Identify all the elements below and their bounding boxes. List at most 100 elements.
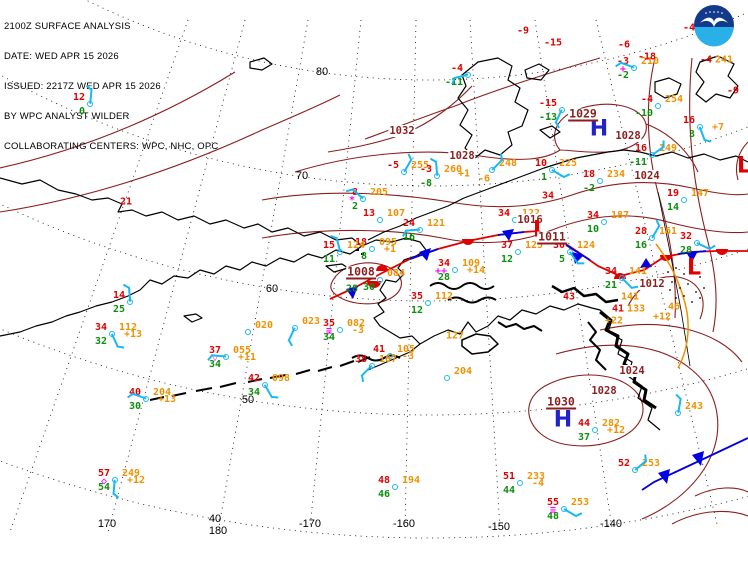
station-circle-icon <box>592 427 598 433</box>
isobar-label: 1024 <box>618 365 646 377</box>
station-dewpoint: 11 <box>322 254 335 265</box>
station-dewpoint: 12 <box>500 254 513 265</box>
station-pressure: 204 <box>454 366 473 377</box>
station-pressure: 194 <box>402 475 421 486</box>
pressure-center-value: 1008 <box>346 264 376 280</box>
station-circle-icon <box>452 267 458 273</box>
station-dewpoint: 14 <box>666 202 679 213</box>
noaa-logo-icon <box>694 5 734 47</box>
station-pressure: 095 <box>379 237 398 248</box>
graticule-label: 70 <box>295 170 309 182</box>
station-pressure-tendency: +7 <box>712 122 725 133</box>
station-temperature: 24 <box>402 218 415 229</box>
station-temperature: 34 <box>604 266 617 277</box>
station-circle-icon <box>245 329 251 335</box>
station-temperature: 37 <box>208 345 221 356</box>
station-circle-icon <box>517 480 523 486</box>
wind-barb-icon <box>434 160 438 176</box>
station-dewpoint: 21 <box>604 280 617 291</box>
wind-barb-icon <box>699 126 706 142</box>
station-pressure: 255 <box>411 160 430 171</box>
station-pressure: 121 <box>427 218 446 229</box>
station-pressure: 187 <box>611 210 630 221</box>
station-circle-icon <box>377 277 383 283</box>
station-pressure: 204 <box>153 387 172 398</box>
isobar-label: 1012 <box>638 278 666 290</box>
station-dewpoint: 32 <box>94 336 107 347</box>
station-circle-icon <box>597 178 603 184</box>
station-pressure: 124 <box>347 240 366 251</box>
station-temperature: 12 <box>72 92 85 103</box>
pressure-center-value: 1030 <box>546 394 576 410</box>
station-dewpoint: 34 <box>322 332 335 343</box>
station-circle-icon <box>377 217 383 223</box>
station-pressure: 105 <box>397 344 416 355</box>
graticule-label: -140 <box>599 518 623 530</box>
station-pressure: 243 <box>685 401 704 412</box>
plotted-value: -9 <box>726 85 740 97</box>
station-pressure: 124 <box>577 240 596 251</box>
station-pressure: 210 <box>641 56 660 67</box>
header-line-date: DATE: WED APR 15 2026 <box>4 51 119 62</box>
station-pressure: 125 <box>525 240 544 251</box>
station-dewpoint: 5 <box>558 254 565 265</box>
station-pressure: 248 <box>499 158 518 169</box>
station-pressure: 225 <box>559 158 578 169</box>
station-temperature: 18 <box>354 237 367 248</box>
plotted-value: -4 <box>699 54 713 66</box>
station-pressure: 122 <box>522 209 540 219</box>
weather-symbol-icon: ++ <box>434 266 447 277</box>
plotted-value: 34 <box>541 190 555 202</box>
station-temperature: 34 <box>497 208 510 219</box>
station-pressure: 109 <box>462 258 481 269</box>
station-dewpoint: 1 <box>540 172 547 183</box>
station-temperature: 35 <box>322 318 335 329</box>
station-dewpoint: 16 <box>634 240 647 251</box>
station-temperature: 28 <box>634 226 647 237</box>
weather-symbol-icon: ≡ <box>549 505 556 516</box>
station-dewpoint: 16 <box>402 232 415 243</box>
station-pressure: 107 <box>387 208 406 219</box>
plotted-value: -6 <box>617 39 631 51</box>
station-dewpoint: 30 <box>128 401 141 412</box>
station-circle-icon <box>387 353 393 359</box>
station-circle-icon <box>292 325 298 331</box>
station-temperature: -4 <box>450 63 463 74</box>
graticule-label: 40 <box>208 513 222 525</box>
wind-barb-icon <box>360 365 373 377</box>
plotted-value: -9 <box>516 25 530 37</box>
station-pressure: 055 <box>233 345 252 356</box>
graticule-label: -160 <box>392 518 416 530</box>
pressure-center-value: 1011 <box>537 229 567 245</box>
plotted-value: 127 <box>445 330 465 342</box>
station-dewpoint: 48 <box>546 511 559 522</box>
terrain-texture <box>351 282 657 410</box>
station-circle-icon <box>515 249 521 255</box>
station-temperature: 41 <box>372 344 385 355</box>
station-temperature: 37 <box>500 240 513 251</box>
isobar-label: 1032 <box>388 125 416 137</box>
station-temperature: 42 <box>247 373 260 384</box>
wind-barb-icon <box>551 169 566 178</box>
station-dewpoint: 37 <box>577 432 590 443</box>
station-pressure: 249 <box>122 468 141 479</box>
plotted-value: +12 <box>652 311 672 323</box>
station-temperature: -3 <box>616 56 629 67</box>
station-pressure-tendency: +1 <box>384 244 397 255</box>
station-dewpoint: -11 <box>628 157 647 168</box>
cold-front-line <box>641 437 748 491</box>
station-pressure-tendency: +13 <box>158 394 177 405</box>
station-circle-icon <box>392 484 398 490</box>
station-circle-icon <box>619 275 625 281</box>
station-pressure-tendency: +12 <box>127 475 146 486</box>
station-pressure-tendency: +13 <box>124 329 143 340</box>
header-line-analyst: BY WPC ANALYST WILDER <box>4 111 130 122</box>
station-dewpoint: 28 <box>437 272 450 283</box>
station-dewpoint: -10 <box>634 108 653 119</box>
station-temperature: 52 <box>617 458 630 469</box>
graticule-label: -150 <box>487 521 511 533</box>
station-circle-icon <box>567 249 573 255</box>
station-dewpoint: 10 <box>586 224 599 235</box>
station-pressure: 084 <box>387 268 406 279</box>
station-temperature: 10 <box>534 158 547 169</box>
